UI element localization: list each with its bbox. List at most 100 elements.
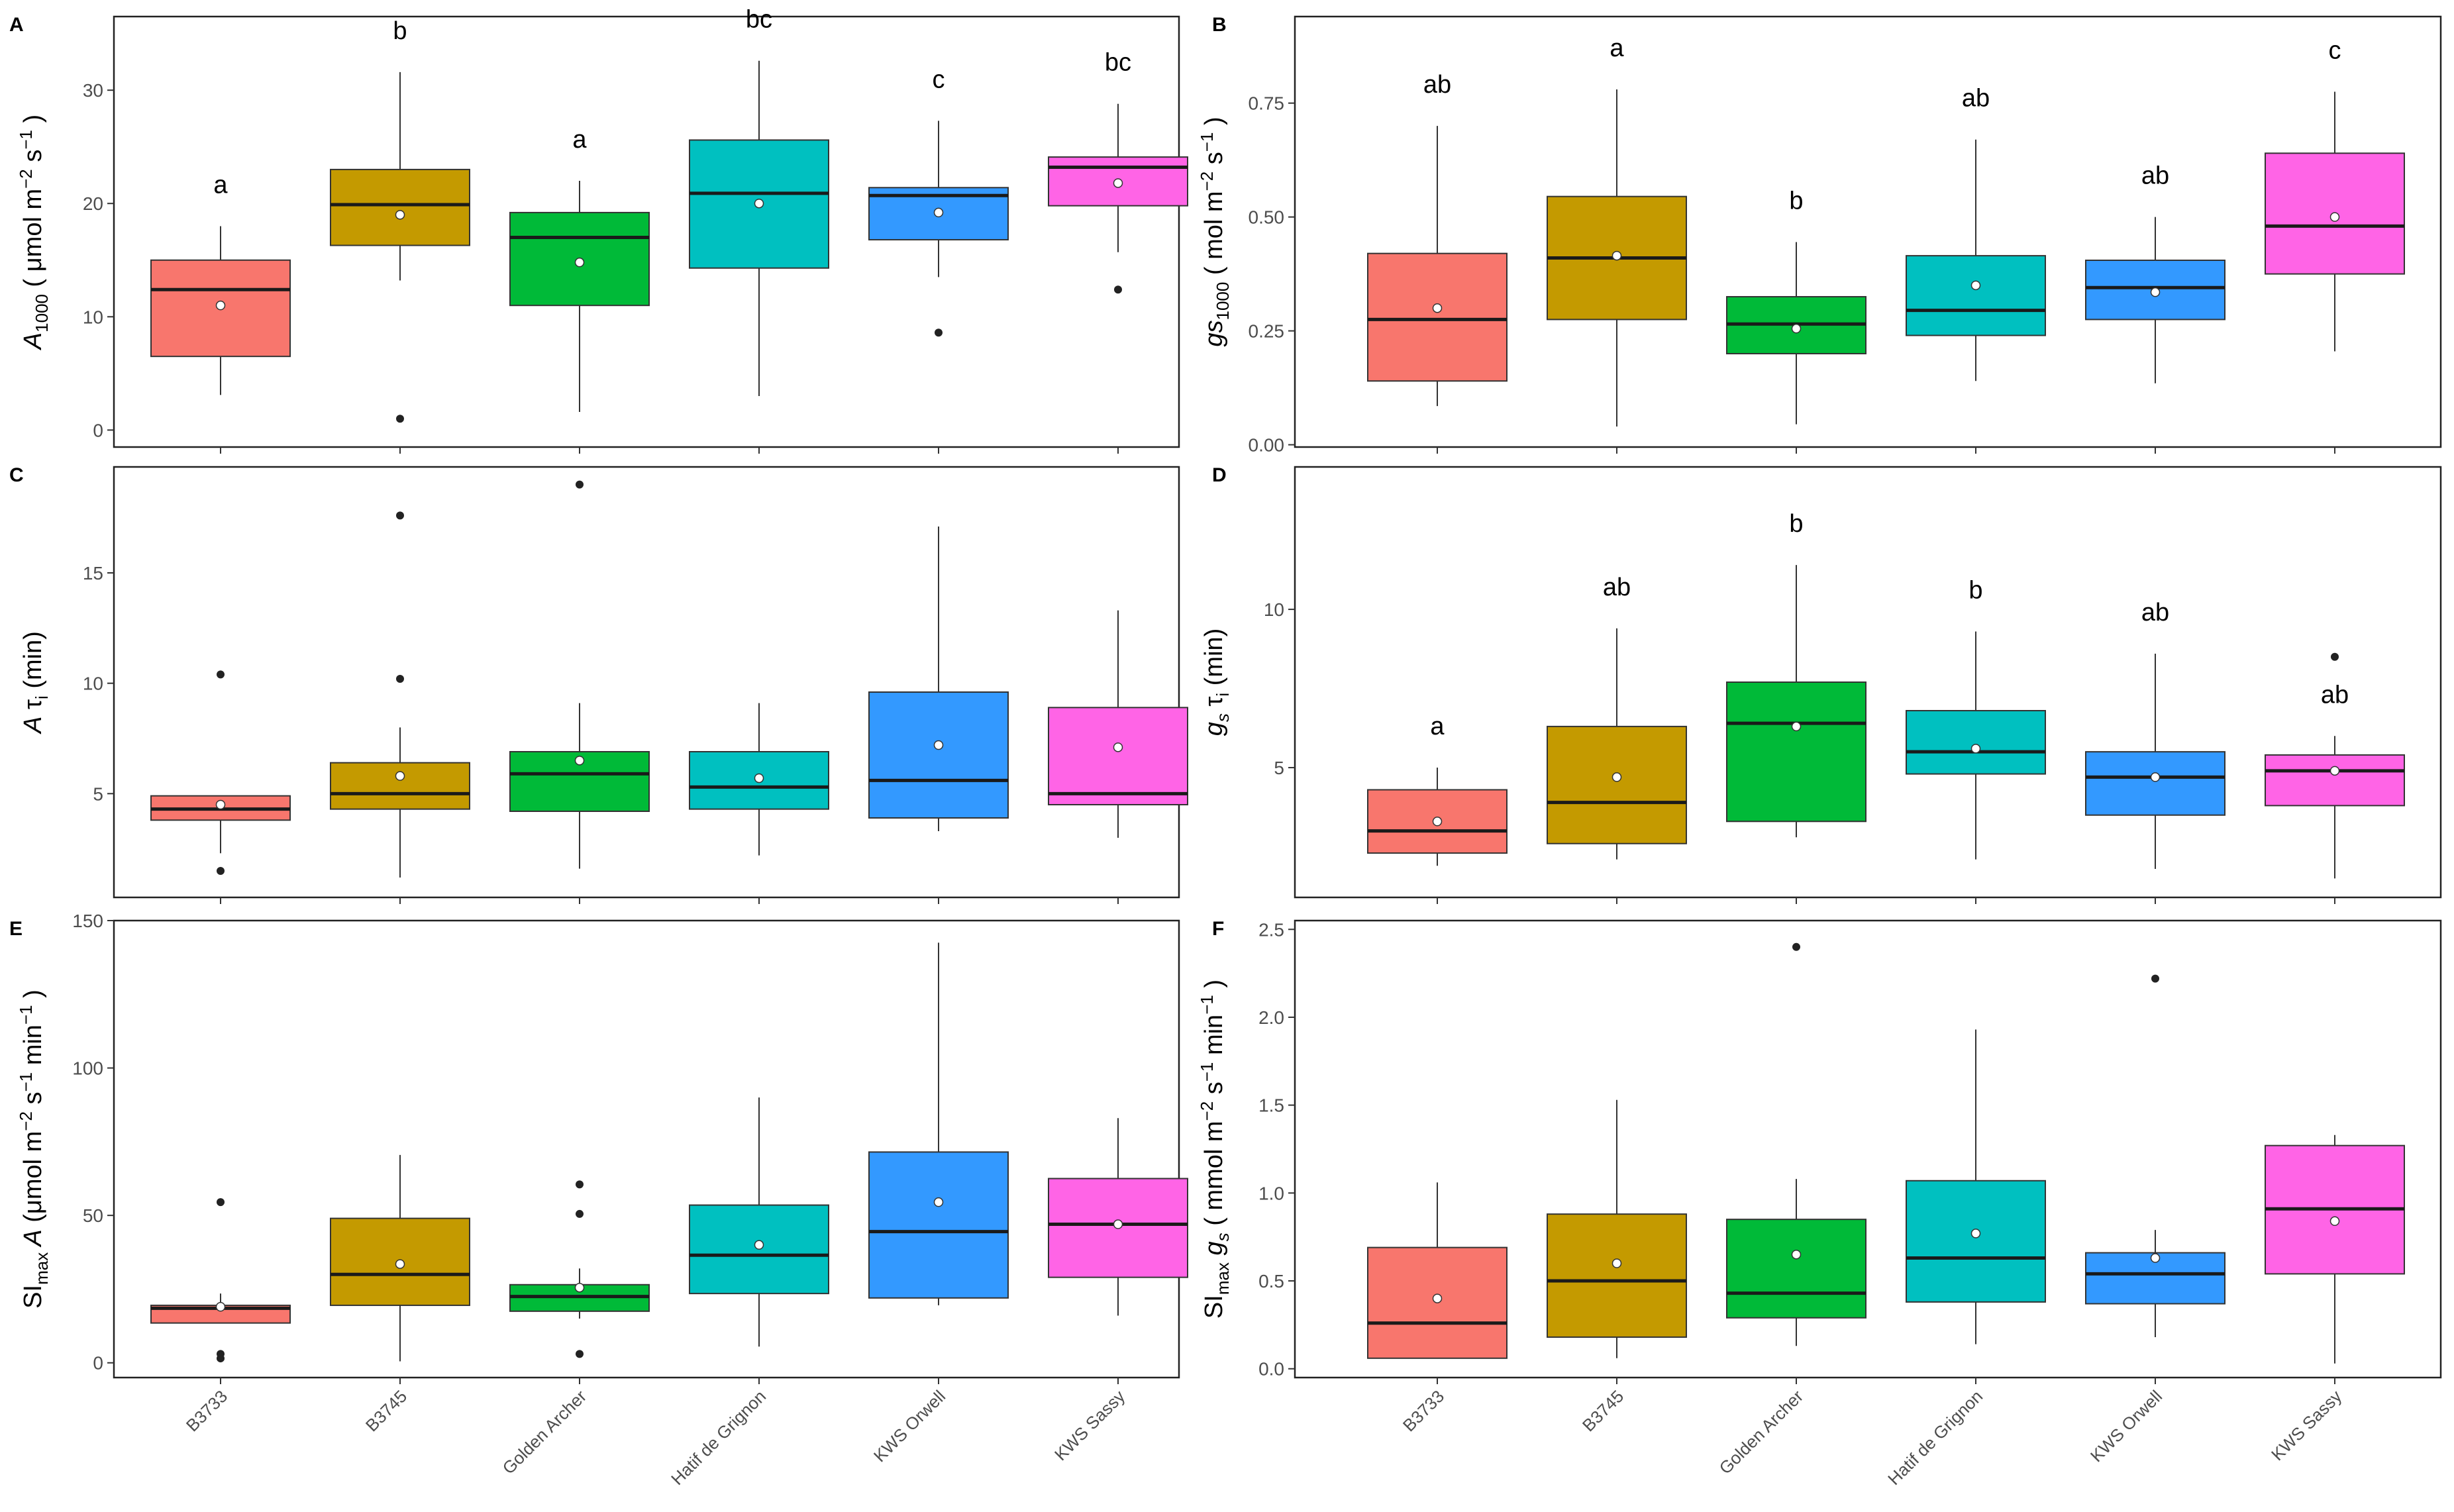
mean-point bbox=[933, 740, 944, 750]
mean-point bbox=[1432, 817, 1443, 827]
significance-letter: c bbox=[2329, 36, 2341, 64]
panel-c: C 5 10 15 A τi (min) bbox=[9, 464, 1188, 904]
box-kws-sassy: ab bbox=[2265, 652, 2405, 879]
y-tick-label: 0.25 bbox=[1249, 321, 1285, 342]
iqr-box bbox=[1726, 1219, 1866, 1319]
box-golden-archer bbox=[1726, 942, 1866, 1346]
significance-letter: b bbox=[1789, 187, 1803, 215]
x-tick-label: KWS Sassy bbox=[2267, 1386, 2345, 1464]
panel-e: E 0 50 100 150 SImax A (μmol m−2 s−1 min−1 ) B… bbox=[9, 911, 1188, 1489]
y-tick-label: 0.00 bbox=[1249, 435, 1285, 456]
mean-point bbox=[2150, 287, 2161, 297]
outlier-point bbox=[576, 1180, 584, 1189]
box-kws-sassy: c bbox=[2265, 36, 2405, 352]
y-tick-label: 2.0 bbox=[1258, 1007, 1284, 1028]
mean-point bbox=[2329, 766, 2340, 776]
y-tick-label: 100 bbox=[72, 1058, 103, 1079]
panel-a: A 0 10 20 30 A1000 ( μmol m−2 s−1 ) a b a bc c bc bbox=[9, 6, 1188, 454]
box-hatif-de-grignon bbox=[689, 703, 829, 856]
outlier-point bbox=[217, 670, 225, 679]
box-b3733 bbox=[1367, 1182, 1508, 1359]
panel-label: E bbox=[9, 918, 23, 940]
x-tick-label: B3733 bbox=[1399, 1386, 1448, 1435]
box-kws-sassy bbox=[1048, 1118, 1188, 1316]
significance-letter: a bbox=[213, 171, 228, 199]
mean-point bbox=[754, 198, 764, 209]
y-tick-label: 0 bbox=[93, 420, 103, 440]
significance-letter: a bbox=[1610, 34, 1624, 62]
box-b3745 bbox=[330, 511, 470, 878]
mean-point bbox=[1113, 1219, 1123, 1229]
outlier-point bbox=[1114, 285, 1122, 294]
outlier-point bbox=[935, 328, 943, 337]
significance-letter: ab bbox=[2141, 162, 2169, 190]
x-tick-label: KWS Orwell bbox=[870, 1386, 949, 1466]
y-tick-label: 0 bbox=[93, 1353, 103, 1374]
y-axis-label: gs τi (min) bbox=[1200, 629, 1233, 736]
iqr-box bbox=[330, 762, 470, 810]
iqr-box bbox=[1547, 1213, 1687, 1338]
panel-f: F 0.0 0.5 1.0 1.5 2.0 2.5 SImax gs ( mmol m−2 s… bbox=[1197, 918, 2442, 1489]
mean-point bbox=[2329, 212, 2340, 222]
box-b3733: ab bbox=[1367, 71, 1508, 407]
mean-point bbox=[1791, 323, 1802, 334]
box-b3733 bbox=[150, 670, 291, 875]
box-kws-sassy: bc bbox=[1048, 49, 1188, 294]
box-kws-orwell: c bbox=[868, 66, 1009, 337]
panel-label: A bbox=[9, 14, 24, 36]
outlier-point bbox=[217, 1198, 225, 1207]
mean-point bbox=[574, 756, 585, 766]
box-kws-orwell: ab bbox=[2085, 162, 2225, 383]
y-tick-label: 150 bbox=[72, 911, 103, 931]
iqr-box bbox=[1048, 707, 1188, 806]
panel-label: B bbox=[1212, 14, 1227, 36]
box-golden-archer bbox=[509, 1180, 650, 1358]
mean-point bbox=[933, 207, 944, 218]
y-tick-label: 0.75 bbox=[1249, 93, 1285, 114]
outlier-point bbox=[2331, 652, 2339, 661]
y-axis-label: SImax gs ( mmol m−2 s−1 min−1 ) bbox=[1197, 980, 1233, 1319]
significance-letter: ab bbox=[2141, 599, 2169, 627]
box-kws-sassy bbox=[1048, 610, 1188, 838]
significance-letter: ab bbox=[1603, 574, 1631, 601]
x-tick-label: B3733 bbox=[182, 1386, 231, 1435]
mean-point bbox=[574, 1282, 585, 1293]
box-b3745 bbox=[1547, 1099, 1687, 1358]
outlier-point bbox=[2151, 974, 2159, 983]
box-b3733 bbox=[150, 1198, 291, 1363]
box-golden-archer: b bbox=[1726, 510, 1866, 838]
panel-b: B 0.00 0.25 0.50 0.75 gs1000 ( mol m−2 s−1 ) a… bbox=[1197, 14, 2442, 456]
box-b3745 bbox=[330, 1154, 470, 1362]
significance-letter: ab bbox=[1423, 71, 1451, 99]
panel-label: F bbox=[1212, 918, 1224, 940]
iqr-box bbox=[2265, 754, 2405, 807]
y-axis-label: SImax A (μmol m−2 s−1 min−1 ) bbox=[16, 989, 52, 1309]
mean-point bbox=[754, 1240, 764, 1250]
y-tick-label: 5 bbox=[1274, 758, 1284, 778]
x-tick-label: Hatif de Grignon bbox=[1884, 1386, 1986, 1489]
x-tick-label: Hatif de Grignon bbox=[667, 1386, 770, 1489]
panel-frame bbox=[113, 466, 1180, 899]
y-axis-label: A1000 ( μmol m−2 s−1 ) bbox=[16, 115, 52, 350]
y-tick-label: 0.50 bbox=[1249, 207, 1285, 228]
outlier-point bbox=[576, 1350, 584, 1358]
mean-point bbox=[1113, 178, 1123, 188]
significance-letter: b bbox=[1789, 510, 1803, 538]
mean-point bbox=[2150, 1253, 2161, 1263]
box-kws-sassy bbox=[2265, 1134, 2405, 1364]
iqr-box bbox=[1547, 725, 1687, 844]
mean-point bbox=[1970, 1229, 1981, 1238]
outlier-point bbox=[396, 511, 404, 520]
y-tick-label: 0.5 bbox=[1258, 1271, 1284, 1291]
mean-point bbox=[1611, 250, 1622, 261]
iqr-box bbox=[1906, 255, 2046, 336]
x-tick-label: B3745 bbox=[1578, 1386, 1627, 1435]
box-hatif-de-grignon: ab bbox=[1906, 85, 2046, 381]
mean-point bbox=[1611, 772, 1622, 782]
mean-point bbox=[2329, 1216, 2340, 1227]
iqr-box bbox=[1906, 1180, 2046, 1303]
significance-letter: a bbox=[572, 126, 587, 154]
y-tick-label: 1.0 bbox=[1258, 1183, 1284, 1203]
panel-label: D bbox=[1212, 464, 1227, 486]
iqr-box bbox=[330, 168, 470, 246]
